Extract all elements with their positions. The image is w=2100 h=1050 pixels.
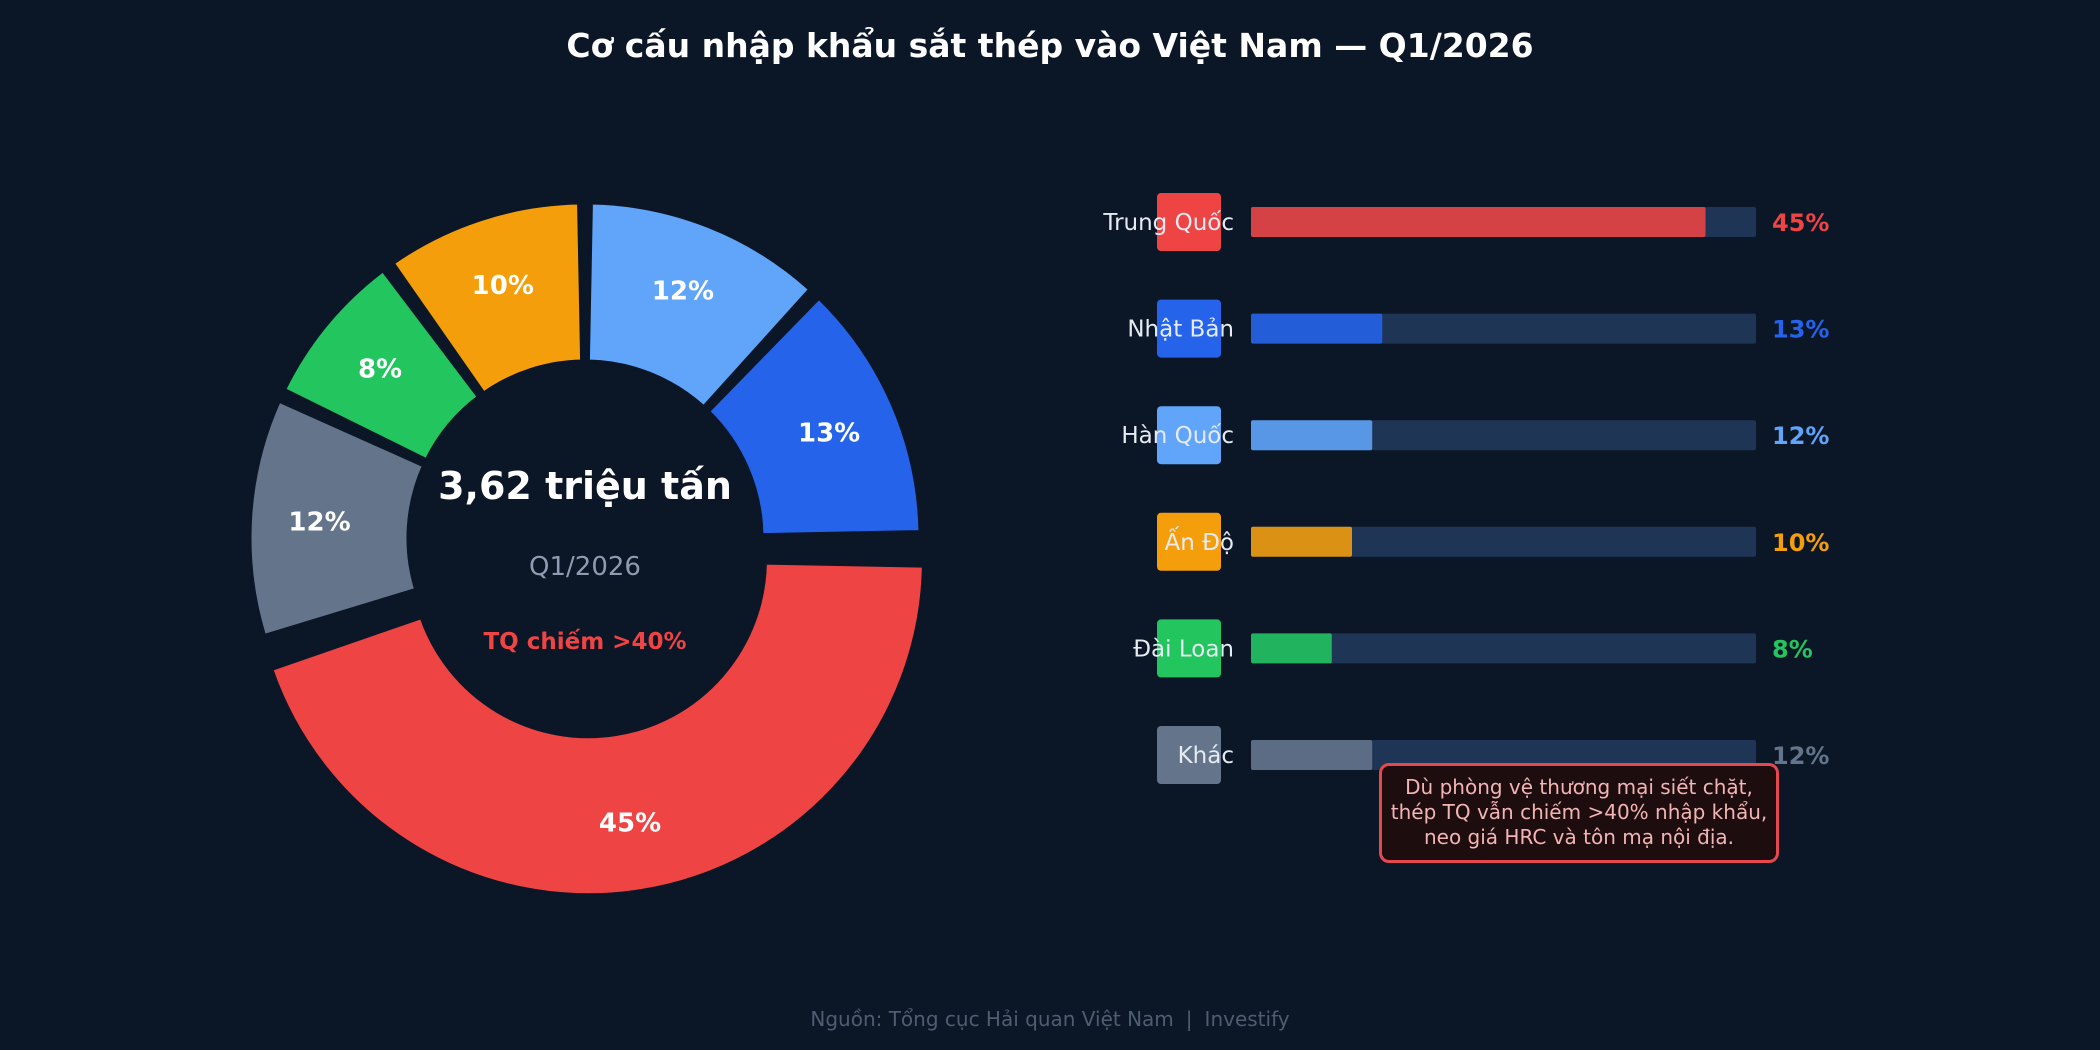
bar-track bbox=[1251, 526, 1756, 557]
donut-label-khac: 12% bbox=[288, 507, 350, 537]
bar-nhat-ban bbox=[1251, 313, 1383, 344]
bar-trung-quoc bbox=[1251, 207, 1706, 237]
annotation-line: Dù phòng vệ thương mại siết chặt, bbox=[1405, 775, 1753, 799]
legend-swatch-dai-loan bbox=[1157, 619, 1221, 678]
bar-rows: Trung Quốc 45% Nhật Bản 13% Hàn Quốc 12% Ấn Độ… bbox=[1102, 193, 1829, 784]
donut-labels: 12% 8% 10% 12% 13% 45% bbox=[288, 271, 860, 838]
legend-swatch-han-quoc bbox=[1157, 406, 1221, 465]
bar-category-label: Hàn Quốc bbox=[1121, 423, 1234, 449]
donut-label-nhat-ban: 13% bbox=[798, 418, 860, 448]
annotation-line: neo giá HRC và tôn mạ nội địa. bbox=[1423, 825, 1735, 849]
bar-value-label: 13% bbox=[1772, 316, 1829, 344]
bar-value-label: 8% bbox=[1772, 635, 1813, 663]
legend-swatch-trung-quoc bbox=[1157, 193, 1221, 251]
bar-category-label: Ấn Độ bbox=[1164, 526, 1234, 556]
legend-swatch-nhat-ban bbox=[1157, 299, 1221, 358]
bar-track bbox=[1251, 420, 1756, 451]
bar-value-label: 12% bbox=[1772, 742, 1829, 770]
bar-row-trung-quoc: Trung Quốc 45% bbox=[1102, 193, 1829, 251]
center-period: Q1/2026 bbox=[529, 552, 641, 582]
donut-label-trung-quoc: 45% bbox=[599, 808, 661, 838]
annotation-box: Dù phòng vệ thương mại siết chặt, thép T… bbox=[1379, 763, 1779, 863]
donut-slice-trung-quoc bbox=[269, 561, 925, 897]
page-title: Cơ cấu nhập khẩu sắt thép vào Việt Nam —… bbox=[566, 26, 1534, 65]
legend-swatch-khac bbox=[1157, 726, 1221, 784]
bar-value-label: 45% bbox=[1772, 209, 1829, 237]
bar-category-label: Nhật Bản bbox=[1127, 317, 1234, 343]
bar-row-dai-loan: Đài Loan 8% bbox=[1133, 619, 1813, 678]
bar-han-quoc bbox=[1251, 420, 1373, 451]
bar-row-nhat-ban: Nhật Bản 13% bbox=[1127, 299, 1829, 358]
donut-slice-khac bbox=[248, 399, 426, 638]
bar-track bbox=[1251, 633, 1756, 664]
footer-brand: Investify bbox=[1204, 1007, 1290, 1031]
footer-source: Nguồn: Tổng cục Hải quan Việt Nam bbox=[810, 1007, 1174, 1031]
footer-separator: | bbox=[1185, 1007, 1193, 1031]
footer: Nguồn: Tổng cục Hải quan Việt Nam | Invest… bbox=[0, 1007, 2100, 1031]
donut-label-an-do: 10% bbox=[472, 271, 534, 301]
legend-swatch-an-do bbox=[1157, 512, 1221, 571]
bar-track bbox=[1251, 740, 1756, 770]
bar-category-label: Đài Loan bbox=[1133, 636, 1234, 662]
bar-value-label: 12% bbox=[1772, 422, 1829, 450]
bar-category-label: Khác bbox=[1178, 743, 1234, 769]
bar-dai-loan bbox=[1251, 633, 1332, 664]
donut-slice-an-do bbox=[391, 201, 584, 395]
bar-an-do bbox=[1251, 526, 1352, 557]
bar-value-label: 10% bbox=[1772, 529, 1829, 557]
bar-row-khac: Khác 12% bbox=[1157, 726, 1829, 784]
center-highlight: TQ chiếm >40% bbox=[483, 628, 686, 655]
donut-slice-dai-loan bbox=[282, 268, 481, 462]
bar-row-an-do: Ấn Độ 10% bbox=[1157, 512, 1829, 571]
donut-label-dai-loan: 8% bbox=[358, 354, 402, 384]
donut-label-han-quoc: 12% bbox=[652, 277, 714, 307]
donut-slice-han-quoc bbox=[586, 201, 812, 409]
bar-category-label: Trung Quốc bbox=[1102, 210, 1234, 236]
donut-slices bbox=[248, 201, 925, 897]
donut-slice-nhat-ban bbox=[706, 296, 922, 537]
annotation-line: thép TQ vẫn chiếm >40% nhập khẩu, bbox=[1390, 800, 1768, 824]
center-total-value: 3,62 triệu tấn bbox=[438, 464, 732, 508]
bar-row-han-quoc: Hàn Quốc 12% bbox=[1121, 406, 1829, 465]
bar-khac bbox=[1251, 740, 1373, 770]
